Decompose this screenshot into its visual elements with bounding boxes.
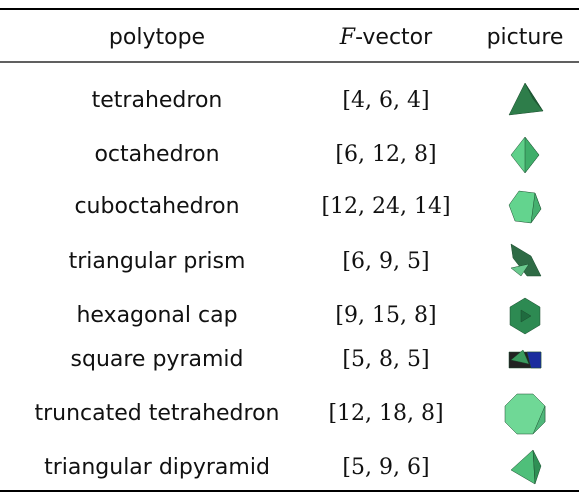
polytope-name: tetrahedron xyxy=(92,88,223,113)
f-vector: [12, 18, 8] xyxy=(328,401,443,426)
table: polytope F-vector picture tetrahedron [4,… xyxy=(0,0,579,496)
f-vector: [5, 9, 6] xyxy=(342,455,429,480)
polytope-picture xyxy=(510,298,540,334)
header-fvector: F-vector xyxy=(339,25,433,50)
f-vector: [4, 6, 4] xyxy=(342,88,429,113)
header-vector: -vector xyxy=(355,25,433,50)
header-polytope: polytope xyxy=(109,25,205,50)
picture-face xyxy=(525,137,539,173)
f-vector: [6, 9, 5] xyxy=(342,249,429,274)
f-vector: [12, 24, 14] xyxy=(321,194,450,219)
f-vector: [9, 15, 8] xyxy=(335,303,436,328)
polytope-picture xyxy=(511,244,541,276)
polytope-name: truncated tetrahedron xyxy=(35,401,280,426)
polytope-picture xyxy=(505,394,545,434)
f-vector: [6, 12, 8] xyxy=(335,142,436,167)
picture-face xyxy=(511,450,535,484)
polytope-name: octahedron xyxy=(94,142,219,167)
polytope-name: triangular prism xyxy=(69,249,246,274)
polytope-picture xyxy=(509,83,543,115)
polytope-picture xyxy=(509,350,541,368)
polytope-name: cuboctahedron xyxy=(74,194,239,219)
polytope-name: square pyramid xyxy=(71,347,244,372)
polytope-picture xyxy=(509,191,541,223)
header-f: F xyxy=(339,25,356,50)
polytope-picture xyxy=(511,137,539,173)
f-vector: [5, 8, 5] xyxy=(342,347,429,372)
polytope-name: triangular dipyramid xyxy=(44,455,270,480)
polytope-name: hexagonal cap xyxy=(76,303,237,328)
polytope-picture xyxy=(511,450,541,484)
header-picture: picture xyxy=(487,25,564,50)
picture-face xyxy=(509,83,543,115)
